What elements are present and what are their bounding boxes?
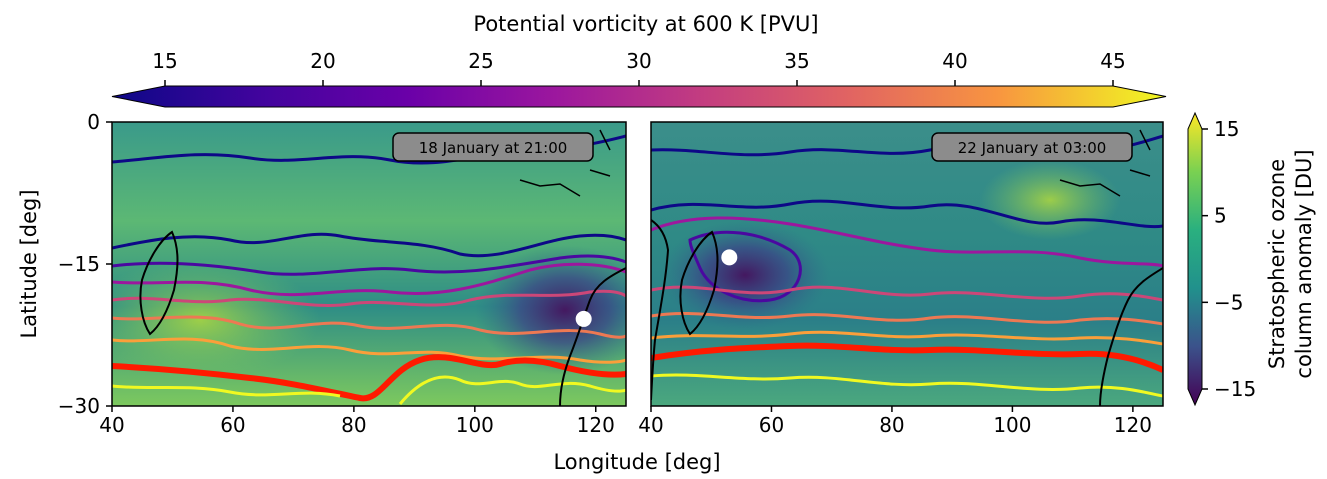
coastline-islands-left	[519, 129, 611, 197]
colorbar-right: 15 5 −5 −15 Stratospheric ozone column anom…	[1187, 111, 1316, 407]
colorbar-top-ticks: 15 20 25 30 35 40 45	[152, 49, 1126, 86]
x-tick-label: 60	[759, 413, 784, 437]
coastline-madagascar-left	[139, 230, 179, 336]
x-tick-label: 120	[577, 413, 615, 437]
colorbar-top-tick-label: 15	[152, 49, 177, 73]
y-tick-label: −15	[58, 252, 100, 276]
colorbar-right-label-line2: column anomaly [DU]	[1292, 149, 1316, 378]
y-ticks: 0 −15 −30	[58, 110, 112, 418]
coastline-australia-left	[559, 267, 626, 406]
ozone-high-left	[112, 260, 320, 380]
colorbar-top-tick-label: 35	[784, 49, 809, 73]
pv-contour-40-right	[651, 330, 1163, 346]
pv-contour-35-left	[112, 315, 626, 339]
y-tick-label: 0	[87, 110, 100, 134]
x-tick-label: 40	[638, 413, 663, 437]
timestamp-badge-right-group: 22 January at 03:00	[931, 132, 1133, 162]
panel-right: 22 January at 03:00	[650, 121, 1164, 407]
x-ticks-right: 40 60 80 100 120	[638, 406, 1152, 437]
colorbar-right-tick-label: −15	[1214, 377, 1256, 401]
panel-left: 18 January at 21:00	[111, 121, 627, 407]
colorbar-top-tick-label: 25	[468, 49, 493, 73]
pv-contour-strong-left	[112, 354, 626, 402]
colorbar-right-tick-label: 15	[1214, 117, 1239, 141]
x-ticks-left: 40 60 80 100 120	[99, 406, 615, 437]
y-tick-label: −30	[58, 394, 100, 418]
colorbar-right-tick-label: −5	[1214, 290, 1243, 314]
x-axis-label: Longitude [deg]	[553, 450, 720, 474]
marker-right	[721, 249, 738, 266]
colorbar-top-label: Potential vorticity at 600 K [PVU]	[473, 12, 818, 36]
timestamp-left: 18 January at 21:00	[419, 139, 568, 157]
x-tick-label: 80	[879, 413, 904, 437]
timestamp-badge-right-bg	[931, 132, 1133, 162]
colorbar-top: Potential vorticity at 600 K [PVU] 15 20 2…	[111, 12, 1167, 108]
pv-contour-30-left	[112, 289, 626, 308]
pv-contour-25-left	[112, 262, 626, 297]
x-tick-label: 100	[993, 413, 1031, 437]
coastline-australia-right	[1099, 267, 1163, 406]
colorbar-top-tick-label: 20	[310, 49, 335, 73]
x-tick-label: 120	[1114, 413, 1152, 437]
pv-contour-15b-left	[112, 232, 626, 258]
colorbar-right-label-line1: Stratospheric ozone	[1265, 159, 1289, 369]
ozone-anomaly-left	[475, 245, 626, 375]
x-tick-label: 60	[220, 413, 245, 437]
ozone-high-right	[980, 160, 1120, 240]
coastline-islands-right	[1059, 129, 1151, 197]
colorbar-top-tick-label: 40	[942, 49, 967, 73]
panel-right-frame	[650, 121, 1164, 407]
pv-contour-15b-right	[651, 199, 1163, 229]
x-tick-label: 40	[99, 413, 124, 437]
colorbar-right-tick-label: 5	[1214, 204, 1227, 228]
x-tick-label: 100	[456, 413, 494, 437]
coastline-madagascar-right	[679, 230, 719, 336]
colorbar-right-ticks: 15 5 −5 −15	[1202, 117, 1256, 401]
pv-contour-45-left	[112, 375, 626, 405]
pv-contour-30-right	[651, 285, 1163, 302]
pv-contour-20-left	[112, 254, 626, 276]
colorbar-top-tick-label: 30	[626, 49, 651, 73]
pv-contour-35-right	[651, 311, 1163, 326]
marker-left	[575, 310, 592, 327]
y-axis-label: Latitude [deg]	[17, 189, 41, 338]
pv-contour-25-right	[651, 216, 1163, 268]
timestamp-right: 22 January at 03:00	[958, 139, 1107, 157]
colorbar-top-bar	[111, 85, 1167, 108]
colorbar-right-bar	[1187, 111, 1203, 407]
pv-contour-strong-right	[651, 342, 1163, 373]
x-tick-label: 80	[341, 413, 366, 437]
colorbar-top-tick-label: 45	[1100, 49, 1125, 73]
pv-contour-20-right	[688, 230, 802, 303]
timestamp-badge-left-bg	[392, 132, 594, 162]
pv-contour-40-left	[112, 337, 626, 364]
coastline-africa-right	[651, 219, 670, 401]
timestamp-badge-left-group: 18 January at 21:00	[392, 132, 594, 162]
